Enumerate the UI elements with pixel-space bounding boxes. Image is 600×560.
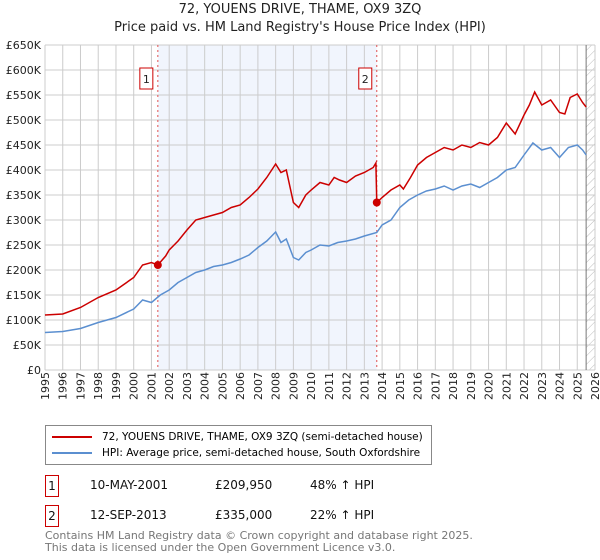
sale-label: 1 bbox=[143, 73, 150, 86]
y-tick-label: £400K bbox=[6, 164, 42, 177]
sale-hpi: 22% ↑ HPI bbox=[310, 508, 375, 522]
x-tick-label: 2020 bbox=[483, 372, 496, 400]
price-chart: 1995 1996 1997 1998 1999 2000 2001 2002 2003 2004… bbox=[6, 39, 600, 400]
sale-label-box bbox=[358, 67, 373, 90]
x-tick-label: 2014 bbox=[376, 372, 389, 400]
x-tick-label: 2001 bbox=[145, 372, 158, 400]
x-tick-label: 2010 bbox=[305, 372, 318, 400]
sale-price: £209,950 bbox=[215, 478, 273, 492]
sale-label-box bbox=[139, 67, 154, 90]
legend: 72, YOUENS DRIVE, THAME, OX9 3ZQ (semi-d… bbox=[45, 425, 432, 465]
x-tick-label: 2003 bbox=[181, 372, 194, 400]
sale-price: £335,000 bbox=[215, 508, 273, 522]
x-tick-label: 2006 bbox=[234, 372, 247, 400]
x-tick-label: 1999 bbox=[110, 372, 123, 400]
hatched-region bbox=[586, 45, 595, 370]
x-tick-label: 2019 bbox=[465, 372, 478, 400]
sale-hpi: 48% ↑ HPI bbox=[310, 478, 375, 492]
y-tick-label: £500K bbox=[6, 114, 42, 127]
x-tick-label: 2018 bbox=[447, 372, 460, 400]
y-tick-label: £600K bbox=[6, 64, 42, 77]
y-tick-label: £250K bbox=[6, 239, 42, 252]
chart-subtitle: Price paid vs. HM Land Registry's House … bbox=[114, 20, 486, 35]
series-line bbox=[44, 141, 587, 334]
x-tick-label: 2026 bbox=[589, 372, 600, 400]
x-tick-label: 1997 bbox=[74, 372, 87, 400]
y-tick-label: £50K bbox=[13, 339, 42, 352]
shaded-ownership-range bbox=[157, 45, 377, 370]
x-tick-label: 2012 bbox=[341, 372, 354, 400]
y-tick-label: £350K bbox=[6, 189, 42, 202]
x-tick-label: 2024 bbox=[554, 372, 567, 400]
y-tick-label: £550K bbox=[6, 89, 42, 102]
y-tick-label: £0 bbox=[27, 364, 41, 377]
chart-title: 72, YOUENS DRIVE, THAME, OX9 3ZQ bbox=[178, 2, 422, 17]
x-tick-label: 2016 bbox=[412, 372, 425, 400]
y-tick-label: £100K bbox=[6, 314, 42, 327]
legend-blue-label: HPI: Average price, semi-detached house,… bbox=[102, 447, 421, 459]
y-tick-label: £150K bbox=[6, 289, 42, 302]
sale-date: 12-SEP-2013 bbox=[90, 508, 167, 522]
x-tick-label: 2017 bbox=[429, 372, 442, 400]
x-tick-label: 2000 bbox=[128, 372, 141, 400]
x-tick-label: 2022 bbox=[518, 372, 531, 400]
x-tick-label: 1995 bbox=[39, 372, 52, 400]
sale-point bbox=[153, 261, 162, 270]
x-tick-label: 2021 bbox=[500, 372, 513, 400]
footer-copyright: Contains HM Land Registry data © Crown c… bbox=[45, 529, 473, 542]
x-tick-label: 2011 bbox=[323, 372, 336, 400]
y-tick-label: £650K bbox=[6, 39, 42, 52]
sale-badge: 2 bbox=[45, 505, 59, 527]
legend-row-red: 72, YOUENS DRIVE, THAME, OX9 3ZQ (semi-d… bbox=[52, 429, 423, 445]
x-tick-label: 2023 bbox=[536, 372, 549, 400]
x-tick-label: 2013 bbox=[358, 372, 371, 400]
sale-label: 2 bbox=[362, 73, 369, 86]
y-tick-label: £300K bbox=[6, 214, 42, 227]
x-tick-label: 2007 bbox=[252, 372, 265, 400]
legend-blue-line bbox=[52, 452, 92, 454]
x-tick-label: 1998 bbox=[92, 372, 105, 400]
legend-red-label: 72, YOUENS DRIVE, THAME, OX9 3ZQ (semi-d… bbox=[102, 431, 423, 443]
legend-row-blue: HPI: Average price, semi-detached house,… bbox=[52, 445, 423, 461]
sale-badge: 1 bbox=[45, 475, 59, 497]
x-tick-label: 2009 bbox=[287, 372, 300, 400]
x-tick-label: 2025 bbox=[571, 372, 584, 400]
x-tick-label: 2008 bbox=[270, 372, 283, 400]
x-tick-label: 2015 bbox=[394, 372, 407, 400]
series-line bbox=[44, 90, 587, 316]
x-tick-label: 2005 bbox=[216, 372, 229, 400]
y-tick-label: £450K bbox=[6, 139, 42, 152]
x-tick-label: 2004 bbox=[199, 372, 212, 400]
x-tick-label: 2002 bbox=[163, 372, 176, 400]
sale-point bbox=[372, 198, 381, 207]
footer-licence: This data is licensed under the Open Gov… bbox=[45, 541, 396, 554]
footer: Contains HM Land Registry data © Crown c… bbox=[45, 530, 473, 554]
x-tick-label: 1996 bbox=[57, 372, 70, 400]
y-tick-label: £200K bbox=[6, 264, 42, 277]
sale-date: 10-MAY-2001 bbox=[90, 478, 169, 492]
legend-red-line bbox=[52, 436, 92, 438]
